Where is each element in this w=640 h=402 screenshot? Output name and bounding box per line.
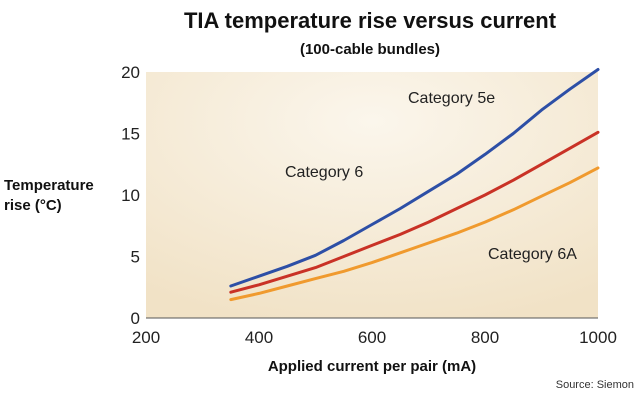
series-label-category-6: Category 6 [285, 164, 363, 181]
y-axis-ticks: 0 5 10 15 20 [121, 63, 140, 328]
y-axis-label-line1: Temperature [4, 177, 94, 194]
chart-title: TIA temperature rise versus current [184, 8, 557, 33]
series-label-category-6a: Category 6A [488, 246, 577, 263]
x-tick-label: 1000 [579, 328, 617, 347]
series-line-category-5e [229, 68, 600, 288]
y-tick-label: 0 [131, 309, 140, 328]
x-tick-label: 400 [245, 328, 273, 347]
series-line-category-6 [229, 130, 600, 294]
y-tick-label: 10 [121, 186, 140, 205]
series-label-category-5e: Category 5e [408, 90, 495, 107]
source-note: Source: Siemon [556, 379, 634, 391]
chart-subtitle: (100-cable bundles) [300, 41, 440, 58]
x-tick-label: 200 [132, 328, 160, 347]
y-tick-label: 15 [121, 125, 140, 144]
plot-area [146, 72, 598, 318]
y-tick-label: 5 [131, 248, 140, 267]
series-lines [229, 68, 600, 302]
x-tick-label: 600 [358, 328, 386, 347]
x-tick-label: 800 [471, 328, 499, 347]
series-line-category-6a [229, 166, 600, 302]
x-axis-ticks: 200 400 600 800 1000 [132, 328, 617, 347]
y-axis-label-line2: rise (°C) [4, 197, 62, 214]
y-tick-label: 20 [121, 63, 140, 82]
x-axis-label: Applied current per pair (mA) [268, 358, 476, 375]
